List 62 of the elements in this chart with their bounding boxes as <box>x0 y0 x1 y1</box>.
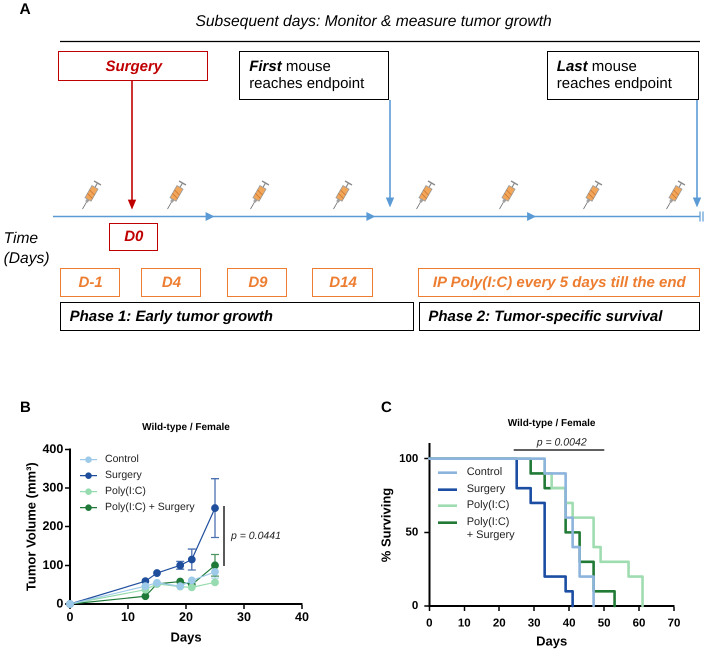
x-tick-label: 0 <box>66 610 74 624</box>
text: D9 <box>248 274 268 292</box>
legend-label: Poly(I:C) <box>466 499 510 513</box>
y-tick-label: 300 <box>42 480 64 494</box>
x-axis-title: Days <box>170 629 202 644</box>
point <box>142 592 150 600</box>
text: C <box>381 399 392 416</box>
legend-label: Surgery <box>105 469 142 482</box>
text: IP Poly(I:C) every 5 days till the end <box>432 274 686 292</box>
x-tick-label: 70 <box>668 617 680 630</box>
x-tick-label: 10 <box>121 610 135 624</box>
text: B <box>20 398 31 416</box>
text: Phase 2: Tumor-specific survival <box>428 308 662 326</box>
x-tick-label: 10 <box>458 617 471 630</box>
y-axis-title: % Surviving <box>378 488 394 562</box>
point <box>211 561 219 570</box>
point <box>188 583 196 592</box>
text: First mouse reaches endpoint <box>249 58 364 92</box>
annotation: p = 0.0042 <box>536 436 587 449</box>
point <box>188 556 196 564</box>
legend-label: Poly(I:C) + Surgery <box>466 516 516 543</box>
y-tick-label: 0 <box>56 596 64 610</box>
point <box>188 576 196 584</box>
x-axis-title: Days <box>536 633 568 648</box>
legend-label: Poly(I:C) <box>105 484 146 498</box>
y-tick-label: 0 <box>412 600 418 612</box>
text: Subsequent days: Monitor & measure tumor growth <box>195 12 552 31</box>
text: D4 <box>162 274 182 292</box>
text: Phase 1: Early tumor growth <box>70 308 273 326</box>
text: D0 <box>124 228 144 246</box>
text: D-1 <box>78 274 103 292</box>
text: A <box>20 1 31 18</box>
y-tick-label: 400 <box>42 442 64 456</box>
x-tick-label: 40 <box>562 617 576 630</box>
legend-label: Control <box>466 466 502 480</box>
text: Last mouse reaches endpoint <box>556 58 672 92</box>
x-tick-label: 50 <box>598 617 610 630</box>
text: Surgery <box>105 58 162 75</box>
y-tick-label: 100 <box>42 558 64 572</box>
x-tick-label: 20 <box>179 610 193 624</box>
point <box>153 569 161 577</box>
legend-label: Surgery <box>466 482 506 496</box>
x-tick-label: 30 <box>237 610 251 624</box>
annotation: p = 0.0441 <box>230 530 281 542</box>
point <box>211 578 219 586</box>
legend-label: Poly(I:C) + Surgery <box>105 500 195 514</box>
x-tick-label: 60 <box>632 617 646 630</box>
y-axis-title: Tumor Volume (mm³) <box>24 462 39 592</box>
x-tick-label: 0 <box>426 617 433 630</box>
chart-title: Wild-type / Female <box>508 418 596 430</box>
y-tick-label: 200 <box>42 519 64 534</box>
x-tick-label: 30 <box>528 617 541 630</box>
x-tick-label: 20 <box>492 617 506 630</box>
point <box>142 582 150 590</box>
legend-label: Control <box>105 453 139 467</box>
y-tick-label: 50 <box>406 526 418 539</box>
y-tick-label: 100 <box>399 452 418 465</box>
chart-title: Wild-type / Female <box>142 422 230 433</box>
x-tick-label: 40 <box>295 610 309 624</box>
text: Time (Days) <box>4 229 51 268</box>
text: D14 <box>329 274 357 292</box>
point <box>211 504 219 512</box>
